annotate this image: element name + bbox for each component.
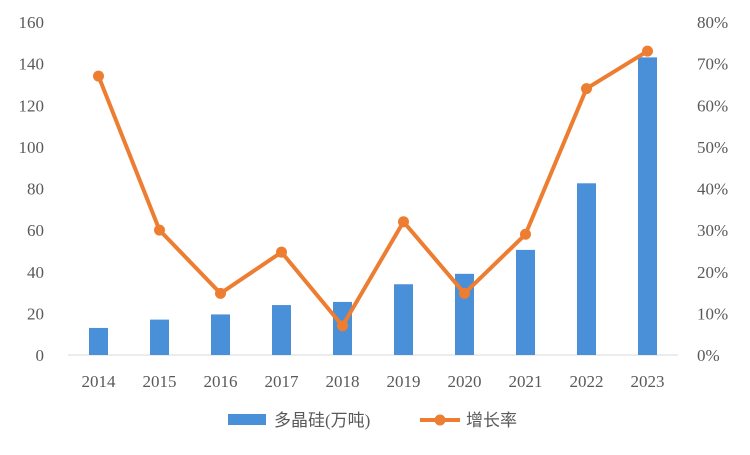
x-axis-tick-label: 2022 xyxy=(570,372,604,391)
line-point xyxy=(642,45,653,57)
line-point xyxy=(581,83,592,95)
left-axis-ticks: 0 20 40 60 80 100 120 140 160 xyxy=(19,13,45,365)
line-point xyxy=(215,287,226,299)
right-axis-tick-label: 10% xyxy=(697,304,728,323)
line-point xyxy=(276,246,287,258)
legend-bar-label: 多晶硅(万吨) xyxy=(274,411,370,430)
bar xyxy=(577,183,596,355)
line-point xyxy=(337,320,348,332)
left-axis-tick-label: 40 xyxy=(27,263,44,282)
left-axis-tick-label: 160 xyxy=(19,13,45,32)
x-axis-tick-label: 2015 xyxy=(143,372,177,391)
left-axis-tick-label: 0 xyxy=(36,346,45,365)
bar xyxy=(394,284,413,355)
line-series xyxy=(93,45,653,332)
legend-line-marker xyxy=(434,414,446,426)
left-axis-tick-label: 80 xyxy=(27,180,44,199)
x-axis-tick-label: 2020 xyxy=(448,372,482,391)
legend-bar-swatch xyxy=(228,414,266,425)
x-axis-tick-label: 2017 xyxy=(265,372,300,391)
right-axis-tick-label: 80% xyxy=(697,13,728,32)
bar-series xyxy=(89,57,657,355)
right-axis-tick-label: 30% xyxy=(697,221,728,240)
x-axis-tick-label: 2019 xyxy=(387,372,421,391)
bar xyxy=(638,57,657,355)
legend: 多晶硅(万吨) 增长率 xyxy=(228,411,517,430)
bar xyxy=(89,327,108,355)
line-point xyxy=(459,287,470,299)
line-point xyxy=(93,70,104,82)
line-point xyxy=(154,224,165,236)
bar xyxy=(516,249,535,355)
right-axis-tick-label: 60% xyxy=(697,96,728,115)
right-axis-ticks: 0% 10% 20% 30% 40% 50% 60% 70% 80% xyxy=(697,13,728,365)
legend-line-label: 增长率 xyxy=(466,411,517,430)
right-axis-tick-label: 40% xyxy=(697,180,728,199)
right-axis-tick-label: 0% xyxy=(697,346,720,365)
right-axis-tick-label: 50% xyxy=(697,138,728,157)
x-axis-tick-label: 2023 xyxy=(631,372,665,391)
line-point xyxy=(398,216,409,228)
left-axis-tick-label: 120 xyxy=(19,96,45,115)
bar xyxy=(150,319,169,355)
right-axis-tick-label: 70% xyxy=(697,55,728,74)
growth-rate-line xyxy=(96,49,650,328)
left-axis-tick-label: 60 xyxy=(27,221,44,240)
bar xyxy=(272,305,291,355)
bar xyxy=(211,314,230,355)
left-axis-tick-label: 140 xyxy=(19,55,45,74)
x-axis-tick-label: 2018 xyxy=(326,372,360,391)
left-axis-tick-label: 20 xyxy=(27,304,44,323)
right-axis-tick-label: 20% xyxy=(697,263,728,282)
x-axis-ticks: 2014 2015 2016 2017 2018 2019 2020 2021 2022 2023 xyxy=(82,372,665,391)
line-point xyxy=(520,228,531,240)
x-axis-tick-label: 2021 xyxy=(509,372,543,391)
x-axis-tick-label: 2014 xyxy=(82,372,117,391)
left-axis-tick-label: 100 xyxy=(19,138,45,157)
x-axis-tick-label: 2016 xyxy=(204,372,238,391)
